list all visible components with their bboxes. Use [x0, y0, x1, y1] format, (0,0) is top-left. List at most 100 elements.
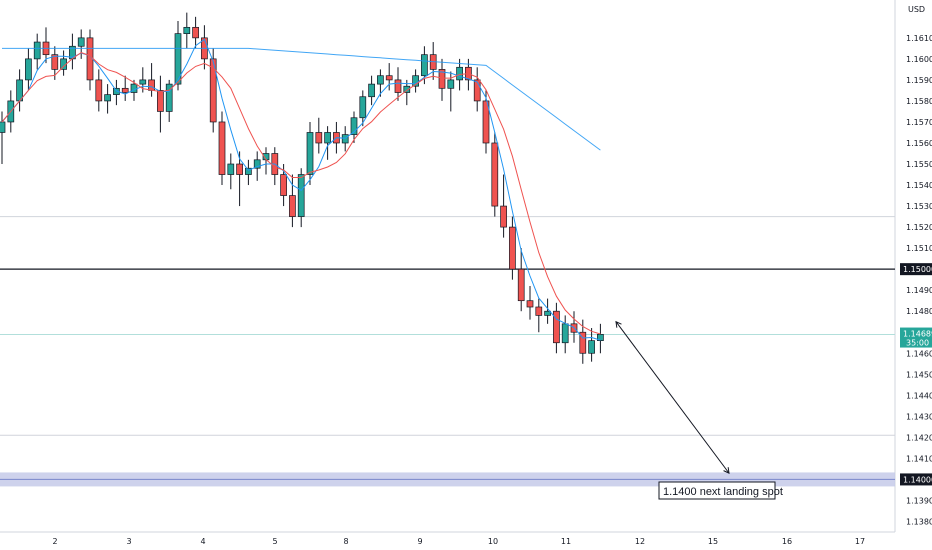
candle	[51, 46, 59, 80]
candle	[33, 33, 41, 70]
candle	[315, 117, 323, 154]
candle-body	[33, 41, 41, 60]
arrow-head-icon	[615, 320, 622, 328]
price-tag-box	[900, 263, 932, 276]
candle	[25, 48, 32, 91]
candle-body	[509, 226, 516, 270]
price-tag-label: 1.14000	[903, 475, 932, 484]
price-tag-box	[900, 473, 932, 486]
x-tick-label: 11	[561, 537, 571, 546]
medium-moving-average-line[interactable]	[1, 52, 601, 335]
candle	[218, 111, 226, 186]
y-tick-label: 1.15100	[906, 244, 932, 253]
current-price-tag	[900, 327, 932, 348]
candle-body	[385, 75, 393, 81]
candle	[121, 75, 129, 101]
candle-body	[227, 163, 235, 175]
candle-body	[77, 37, 85, 47]
candle-body	[473, 79, 481, 102]
candle-body	[51, 54, 59, 70]
candle	[377, 69, 384, 97]
candle	[535, 298, 543, 333]
x-tick-label: 10	[488, 537, 498, 546]
annotation-text: 1.1400 next landing spot	[663, 486, 783, 498]
candle-body	[394, 79, 402, 93]
candle	[403, 79, 411, 106]
slow-moving-average-line[interactable]	[2, 47, 601, 151]
candle-body	[588, 340, 595, 354]
candle-body	[491, 142, 499, 207]
candle	[482, 90, 490, 154]
y-tick-label: 1.15400	[906, 181, 932, 190]
x-tick-label: 9	[417, 537, 422, 546]
x-tick-label: 15	[708, 537, 718, 546]
candle-body	[561, 323, 569, 344]
candle	[500, 174, 507, 238]
x-tick-label: 2	[52, 537, 57, 546]
y-tick-label: 1.14500	[906, 370, 932, 379]
candle-body	[25, 58, 32, 81]
candle-body	[517, 268, 525, 302]
candle-body	[368, 83, 375, 98]
candle-body	[579, 331, 587, 354]
x-tick-label: 17	[855, 537, 865, 546]
candle	[324, 126, 331, 160]
candle-body	[104, 94, 111, 102]
candle-body	[350, 117, 358, 135]
candle	[306, 121, 314, 186]
candle-body	[95, 79, 103, 102]
candle-body	[447, 79, 455, 89]
candle	[553, 302, 560, 354]
candle-body	[165, 83, 173, 112]
candle-body	[421, 54, 428, 77]
candle-body	[0, 121, 6, 133]
candle-body	[297, 174, 305, 217]
candle-body	[192, 26, 199, 39]
x-tick-label: 8	[343, 537, 348, 546]
candle	[597, 323, 604, 354]
y-tick-label: 1.15900	[906, 76, 932, 85]
candle-body	[553, 310, 560, 344]
y-tick-label: 1.16000	[906, 55, 932, 64]
candle	[289, 174, 296, 228]
bar-countdown: 35:00	[906, 339, 929, 348]
candle-body	[157, 90, 164, 112]
y-tick-label: 1.13800	[906, 517, 932, 526]
candle-body	[253, 159, 261, 169]
y-tick-label: 1.13900	[906, 496, 932, 505]
annotation-box[interactable]	[658, 481, 776, 500]
candle-body	[500, 205, 507, 228]
candle-body	[535, 306, 543, 316]
candle-body	[121, 87, 129, 93]
candle-body	[438, 69, 446, 89]
candle	[350, 111, 358, 143]
candle	[183, 12, 191, 49]
candle	[385, 63, 393, 91]
candle	[526, 285, 534, 320]
current-price-value: 1.14689	[903, 330, 932, 339]
candle	[359, 90, 367, 127]
price-tag-label: 1.15000	[903, 265, 932, 274]
candle-body	[597, 333, 604, 341]
y-tick-label: 1.15300	[906, 202, 932, 211]
y-tick-label: 1.15700	[906, 118, 932, 127]
y-tick-label: 1.14900	[906, 286, 932, 295]
currency-label: USD	[908, 5, 925, 14]
y-tick-label: 1.15600	[906, 139, 932, 148]
y-tick-label: 1.14200	[906, 433, 932, 442]
candle-body	[456, 66, 463, 81]
x-tick-label: 16	[782, 537, 792, 546]
candle	[236, 151, 243, 207]
candle	[165, 79, 173, 122]
candle	[227, 153, 235, 190]
projection-arrow-line[interactable]	[615, 321, 730, 474]
candle-body	[403, 85, 411, 93]
candle	[192, 16, 199, 49]
y-tick-label: 1.15500	[906, 160, 932, 169]
candle-body	[306, 132, 314, 175]
fast-moving-average-line[interactable]	[1, 38, 601, 341]
candle-body	[544, 310, 551, 316]
y-tick-label: 1.15200	[906, 223, 932, 232]
